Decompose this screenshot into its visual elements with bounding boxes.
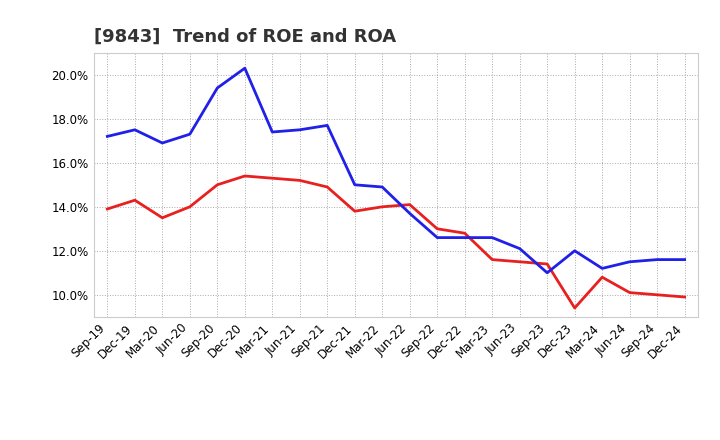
ROE bbox=[295, 178, 304, 183]
ROA bbox=[268, 129, 276, 135]
ROE bbox=[680, 294, 689, 300]
ROA bbox=[626, 259, 634, 264]
ROE bbox=[488, 257, 497, 262]
ROE bbox=[433, 226, 441, 231]
ROA bbox=[186, 132, 194, 137]
ROE bbox=[268, 176, 276, 181]
ROE bbox=[570, 305, 579, 311]
ROA bbox=[680, 257, 689, 262]
ROE bbox=[186, 204, 194, 209]
ROE bbox=[626, 290, 634, 295]
ROE bbox=[405, 202, 414, 207]
ROA bbox=[130, 127, 139, 132]
ROA bbox=[460, 235, 469, 240]
ROA bbox=[213, 85, 222, 91]
ROE bbox=[240, 173, 249, 179]
ROA bbox=[405, 211, 414, 216]
ROE bbox=[460, 231, 469, 236]
ROA bbox=[516, 246, 524, 251]
ROE bbox=[103, 206, 112, 212]
ROA bbox=[570, 248, 579, 253]
ROA bbox=[378, 184, 387, 190]
ROA bbox=[653, 257, 662, 262]
ROE bbox=[653, 292, 662, 297]
ROA bbox=[240, 66, 249, 71]
ROA bbox=[433, 235, 441, 240]
ROA bbox=[543, 270, 552, 275]
ROE bbox=[323, 184, 332, 190]
ROA bbox=[351, 182, 359, 187]
Line: ROE: ROE bbox=[107, 176, 685, 308]
ROA bbox=[158, 140, 166, 146]
ROA bbox=[598, 266, 606, 271]
ROA bbox=[488, 235, 497, 240]
ROE bbox=[351, 209, 359, 214]
ROE bbox=[543, 261, 552, 267]
ROE bbox=[213, 182, 222, 187]
ROE bbox=[598, 275, 606, 280]
ROA bbox=[103, 134, 112, 139]
Text: [9843]  Trend of ROE and ROA: [9843] Trend of ROE and ROA bbox=[94, 28, 396, 46]
ROA bbox=[323, 123, 332, 128]
ROE bbox=[158, 215, 166, 220]
Line: ROA: ROA bbox=[107, 68, 685, 273]
ROE bbox=[516, 259, 524, 264]
ROA bbox=[295, 127, 304, 132]
ROE bbox=[378, 204, 387, 209]
ROE bbox=[130, 198, 139, 203]
